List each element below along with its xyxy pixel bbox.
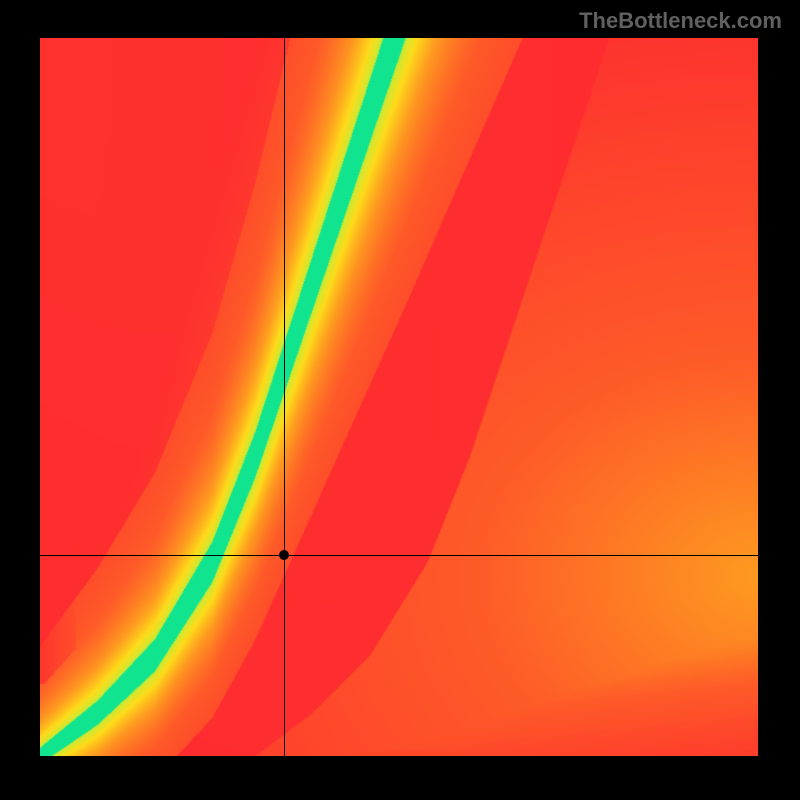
watermark-text: TheBottleneck.com — [579, 8, 782, 34]
crosshair-horizontal — [40, 555, 758, 556]
crosshair-marker — [279, 550, 289, 560]
crosshair-vertical — [284, 38, 285, 756]
heatmap-plot — [40, 38, 758, 756]
heatmap-canvas — [40, 38, 758, 756]
